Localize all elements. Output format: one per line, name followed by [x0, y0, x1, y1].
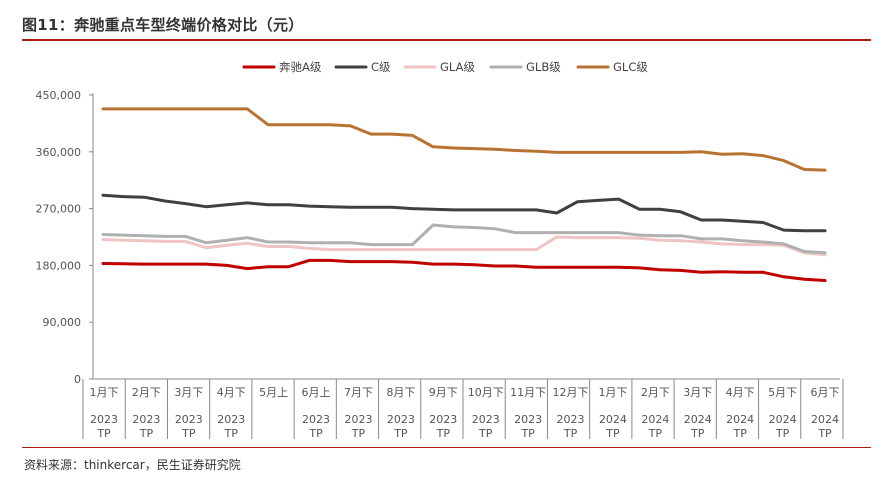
x-tick-label: TP	[139, 427, 154, 440]
x-tick-label: 12月下	[553, 386, 589, 399]
x-tick-label: TP	[605, 427, 620, 440]
x-tick-label: 2023	[429, 413, 457, 426]
x-tick-label: TP	[96, 427, 111, 440]
x-tick-label: 2024	[811, 413, 839, 426]
x-tick-label: 2023	[514, 413, 542, 426]
x-tick-label: 5月下	[768, 386, 797, 399]
y-axis: 450,000 360,000 270,000 180,000 90,000 0	[36, 89, 94, 386]
x-tick-label: 2月下	[132, 386, 161, 399]
x-tick-label: TP	[520, 427, 535, 440]
x-tick-label: 2024	[684, 413, 712, 426]
x-tick-label: TP	[817, 427, 832, 440]
x-tick-label: 2023	[217, 413, 245, 426]
legend-label: GLC级	[613, 60, 648, 74]
x-tick-label: 4月下	[217, 386, 246, 399]
y-tick-label: 270,000	[36, 203, 82, 216]
x-tick-label: 11月下	[510, 386, 546, 399]
x-tick-label: 2024	[726, 413, 754, 426]
series-lines	[101, 107, 827, 282]
source-note: 资料来源：thinkercar，民生证券研究院	[24, 458, 241, 472]
x-tick-label: TP	[732, 427, 747, 440]
title-bar: 图11：奔驰重点车型终端价格对比（元）	[0, 0, 892, 41]
x-tick-label: 2023	[132, 413, 160, 426]
x-tick-label: 5月上	[259, 386, 288, 399]
legend-label: GLB级	[526, 60, 561, 74]
x-tick-label: 2023	[175, 413, 203, 426]
x-tick-label: 2024	[641, 413, 669, 426]
x-tick-label: 2023	[302, 413, 330, 426]
legend-label: 奔驰A级	[279, 60, 322, 74]
bottom-divider	[22, 447, 871, 448]
x-tick-label: 3月下	[683, 386, 712, 399]
x-tick-label: TP	[436, 427, 451, 440]
x-tick-label: TP	[181, 427, 196, 440]
line-chart: 奔驰A级 C级 GLA级 GLB级 GLC级 450,000 360,000 270,000…	[36, 60, 844, 440]
x-tick-label: 2024	[599, 413, 627, 426]
series-line-3	[101, 235, 827, 257]
x-tick-label: 1月下	[90, 386, 119, 399]
x-tick-label: 3月下	[174, 386, 203, 399]
series-line-1	[101, 258, 827, 282]
y-tick-label: 450,000	[36, 89, 82, 102]
y-tick-label: 90,000	[43, 316, 82, 329]
x-tick-label: TP	[690, 427, 705, 440]
x-tick-label: 6月上	[302, 386, 331, 399]
x-tick-label: TP	[308, 427, 323, 440]
x-tick-label: 2023	[344, 413, 372, 426]
x-tick-label: 1月下	[598, 386, 627, 399]
legend-label: C级	[371, 60, 391, 74]
x-tick-label: TP	[563, 427, 578, 440]
x-tick-label: TP	[478, 427, 493, 440]
x-tick-label: 8月下	[386, 386, 415, 399]
x-tick-label: TP	[393, 427, 408, 440]
x-tick-label: 2024	[769, 413, 797, 426]
x-tick-label: 2023	[472, 413, 500, 426]
x-tick-label: 2023	[90, 413, 118, 426]
y-tick-label: 360,000	[36, 146, 82, 159]
x-tick-label: 4月下	[726, 386, 755, 399]
y-tick-label: 180,000	[36, 259, 82, 272]
legend-label: GLA级	[440, 60, 475, 74]
x-tick-label: TP	[224, 427, 239, 440]
series-line-5	[101, 107, 827, 172]
chart-title: 图11：奔驰重点车型终端价格对比（元）	[22, 16, 304, 34]
x-tick-label: TP	[648, 427, 663, 440]
x-tick-label: 6月下	[811, 386, 840, 399]
x-tick-label: 10月下	[468, 386, 504, 399]
x-tick-label: 7月下	[344, 386, 373, 399]
x-tick-label: 2023	[387, 413, 415, 426]
series-line-2	[101, 193, 827, 233]
series-line-4	[101, 223, 827, 255]
x-tick-label: 2023	[557, 413, 585, 426]
x-tick-label: 9月下	[429, 386, 458, 399]
title-divider	[22, 39, 871, 41]
y-tick-label: 0	[74, 373, 81, 386]
x-tick-label: TP	[351, 427, 366, 440]
x-tick-label: 2月下	[641, 386, 670, 399]
legend: 奔驰A级 C级 GLA级 GLB级 GLC级	[242, 60, 648, 74]
x-tick-label: TP	[775, 427, 790, 440]
